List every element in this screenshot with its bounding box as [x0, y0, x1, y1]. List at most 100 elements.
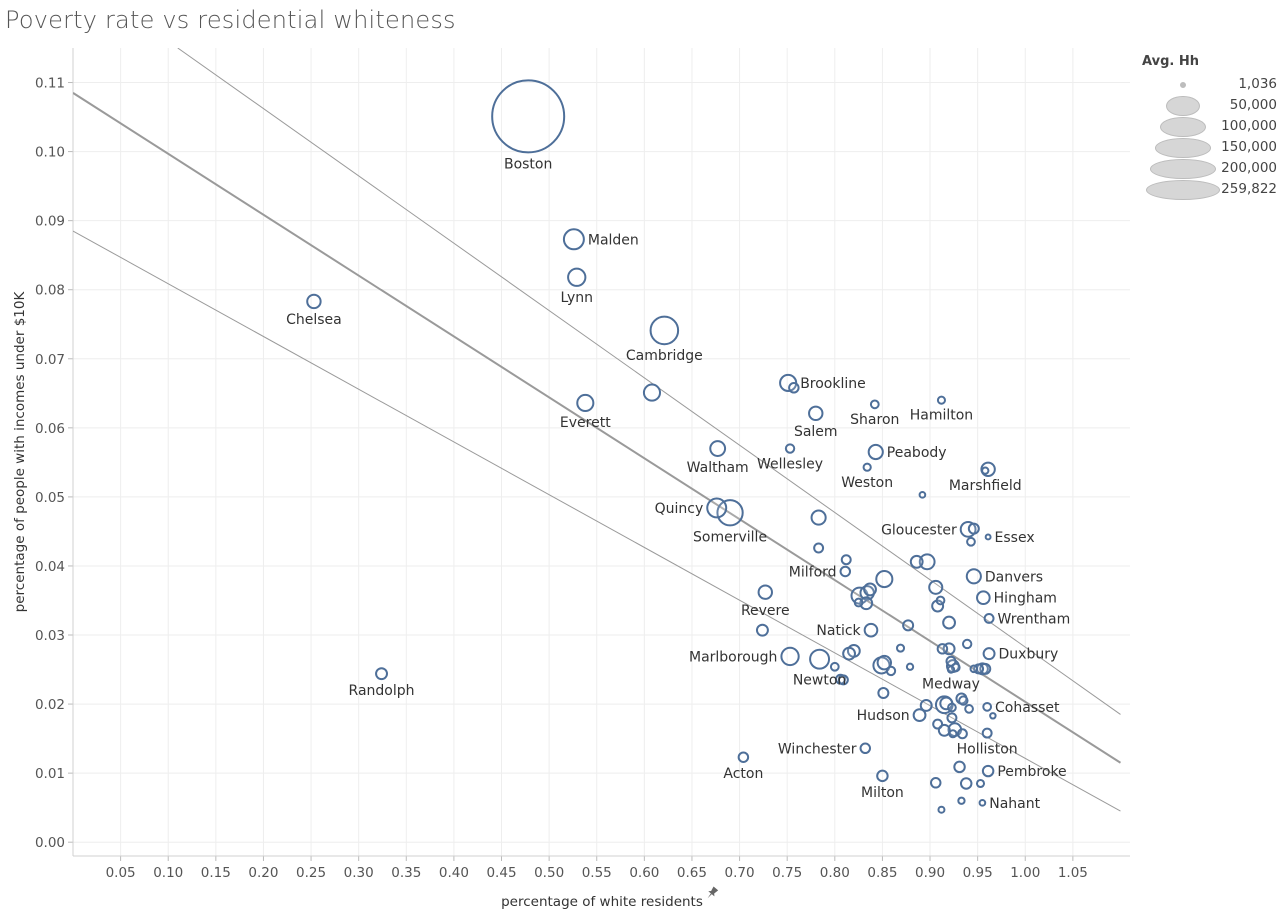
point-label: Winchester [778, 741, 857, 757]
point-label: Cambridge [626, 348, 703, 364]
point-label: Boston [504, 156, 552, 172]
data-point [808, 405, 824, 422]
point-label: Revere [741, 603, 790, 619]
point-label: Quincy [655, 501, 704, 517]
size-legend: Avg. Hh 1,036 50,000 100,000 150,000 200,000… [1138, 54, 1280, 204]
point-labels: Boston Malden Lynn Chelsea Cambridge Everett B… [286, 156, 1070, 811]
data-point [982, 701, 993, 712]
data-point [642, 383, 662, 402]
point-label: Randolph [349, 683, 415, 699]
point-label: Somerville [693, 529, 767, 545]
data-point [842, 646, 856, 661]
data-point [978, 798, 987, 807]
legend-size-label: 200,000 [1221, 160, 1277, 176]
legend-size-marker [1159, 117, 1207, 137]
data-point [306, 293, 322, 310]
x-tick-label: 0.65 [677, 865, 707, 881]
data-point [981, 466, 990, 475]
x-tick-label: 0.35 [391, 865, 421, 881]
point-label: Nahant [989, 796, 1040, 812]
point-label: Wrentham [998, 611, 1071, 627]
data-point [839, 565, 852, 578]
data-point [981, 727, 993, 739]
data-point [912, 708, 927, 723]
data-point [935, 595, 946, 606]
y-tick-label: 0.02 [35, 697, 65, 713]
point-label: Everett [560, 415, 611, 431]
data-point [716, 499, 744, 527]
data-point [885, 665, 897, 677]
x-tick-label: 0.75 [772, 865, 802, 881]
legend-size-marker [1150, 159, 1216, 179]
x-tick-label: 0.90 [915, 865, 945, 881]
y-tick-label: 0.10 [35, 145, 65, 161]
data-point [862, 462, 872, 472]
data-point [755, 623, 769, 637]
point-label: Waltham [687, 460, 749, 476]
legend-size-label: 100,000 [1221, 118, 1277, 134]
data-point [876, 654, 893, 671]
y-tick-label: 0.06 [35, 421, 65, 437]
point-label: Brookline [800, 376, 866, 392]
data-point [375, 667, 389, 681]
data-point [948, 729, 958, 739]
x-tick-label: 0.20 [248, 865, 278, 881]
point-label: Cohasset [995, 700, 1060, 716]
point-label: Marshfield [949, 478, 1022, 494]
data-point [966, 536, 976, 547]
data-point [809, 648, 831, 670]
x-tick-label: 0.80 [820, 865, 850, 881]
point-label: Acton [723, 766, 763, 782]
point-label: Sharon [850, 412, 899, 428]
data-point [567, 267, 587, 287]
data-point [942, 615, 956, 630]
data-point [863, 582, 877, 597]
data-point [491, 79, 566, 154]
pin-icon[interactable] [704, 886, 719, 901]
x-tick-label: 0.60 [629, 865, 659, 881]
data-point [957, 796, 966, 805]
data-point [869, 399, 880, 410]
y-tick-label: 0.11 [35, 76, 65, 92]
data-point [788, 382, 800, 394]
data-point [876, 769, 889, 783]
x-tick-label: 0.10 [153, 865, 183, 881]
data-point [958, 695, 969, 706]
data-point [967, 522, 980, 535]
data-point [810, 509, 827, 526]
data-point [936, 643, 949, 655]
data-point [982, 647, 996, 661]
data-point [877, 687, 890, 700]
data-point [969, 664, 979, 674]
x-tick-label: 0.40 [439, 865, 469, 881]
legend-title: Avg. Hh [1142, 54, 1199, 69]
x-tick-label: 1.00 [1010, 865, 1040, 881]
legend-size-label: 150,000 [1221, 139, 1277, 155]
legend-size-marker [1179, 81, 1187, 89]
data-point [919, 698, 933, 712]
data-point [961, 638, 973, 650]
data-point [706, 497, 728, 519]
point-label: Natick [816, 623, 861, 639]
data-point [959, 777, 973, 790]
data-point [562, 228, 585, 251]
point-label: Hingham [994, 591, 1057, 607]
y-tick-label: 0.00 [35, 835, 65, 851]
data-point [928, 579, 944, 595]
data-point [989, 712, 997, 720]
y-axis: 0.00 0.01 0.02 0.03 0.04 0.05 0.06 0.07 0.08 0.09… [35, 48, 74, 856]
data-point [931, 599, 945, 613]
data-point [576, 393, 595, 413]
point-label: Lynn [560, 290, 593, 306]
data-point [757, 584, 773, 600]
x-axis-title: percentage of white residents [501, 894, 703, 910]
x-tick-label: 0.70 [725, 865, 755, 881]
y-tick-label: 0.04 [35, 559, 65, 575]
data-point [902, 619, 915, 632]
y-tick-label: 0.05 [35, 490, 65, 506]
trend-confidence-lower [73, 230, 1121, 812]
x-tick-label: 0.85 [867, 865, 897, 881]
data-point [937, 805, 946, 814]
x-tick-label: 0.25 [296, 865, 326, 881]
data-point [863, 622, 879, 638]
